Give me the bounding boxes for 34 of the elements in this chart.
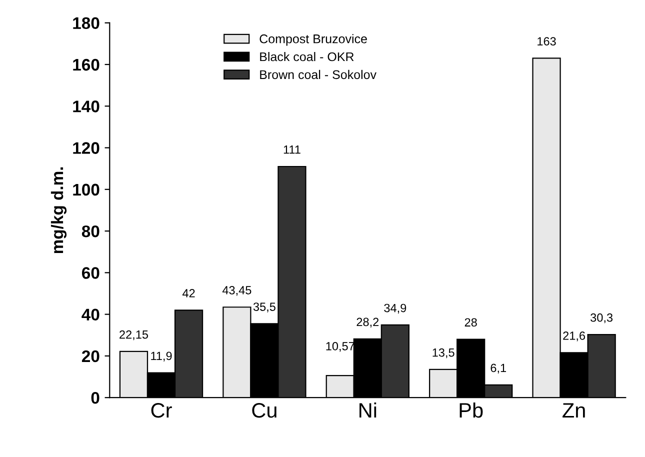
data-label: 11,9 [151, 352, 172, 362]
data-label: 34,9 [384, 304, 406, 314]
data-label: 35,5 [253, 302, 276, 312]
y-tick-label: 80 [82, 225, 100, 238]
legend-label: Brown coal - Sokolov [260, 70, 376, 80]
data-label: 163 [538, 37, 556, 46]
data-label: 6,1 [490, 364, 506, 374]
data-label: 13,5 [432, 348, 454, 358]
y-tick-label: 20 [82, 350, 100, 362]
y-axis-title: mg/kg d.m. [50, 167, 67, 254]
y-tick-label: 100 [73, 184, 100, 196]
y-tick-label: 180 [73, 17, 100, 30]
y-tick-label: 160 [73, 58, 100, 71]
data-label: 21,6 [563, 332, 586, 342]
data-label: 10,57 [326, 342, 354, 352]
data-label: 30,3 [590, 313, 613, 324]
x-tick-label: Ni [360, 402, 376, 418]
data-label: 42 [182, 289, 195, 298]
y-tick-label: 120 [73, 142, 100, 154]
data-label: 22,15 [120, 330, 148, 340]
y-tick-label: 0 [91, 392, 100, 404]
y-tick-label: 60 [82, 267, 100, 279]
data-label: 28 [464, 318, 477, 327]
x-tick-label: Cu [252, 403, 276, 418]
data-label: 111 [284, 146, 300, 154]
x-tick-label: Pb [460, 402, 483, 418]
legend-label: Compost Bruzovice [260, 34, 367, 46]
y-tick-label: 40 [82, 308, 100, 321]
y-tick-label: 140 [73, 100, 100, 112]
x-tick-label: Cr [151, 403, 172, 418]
data-label: 28,2 [356, 318, 379, 328]
legend-label: Black coal - OKR [260, 52, 354, 62]
x-tick-label: Zn [562, 403, 585, 418]
data-label: 43,45 [222, 286, 252, 296]
